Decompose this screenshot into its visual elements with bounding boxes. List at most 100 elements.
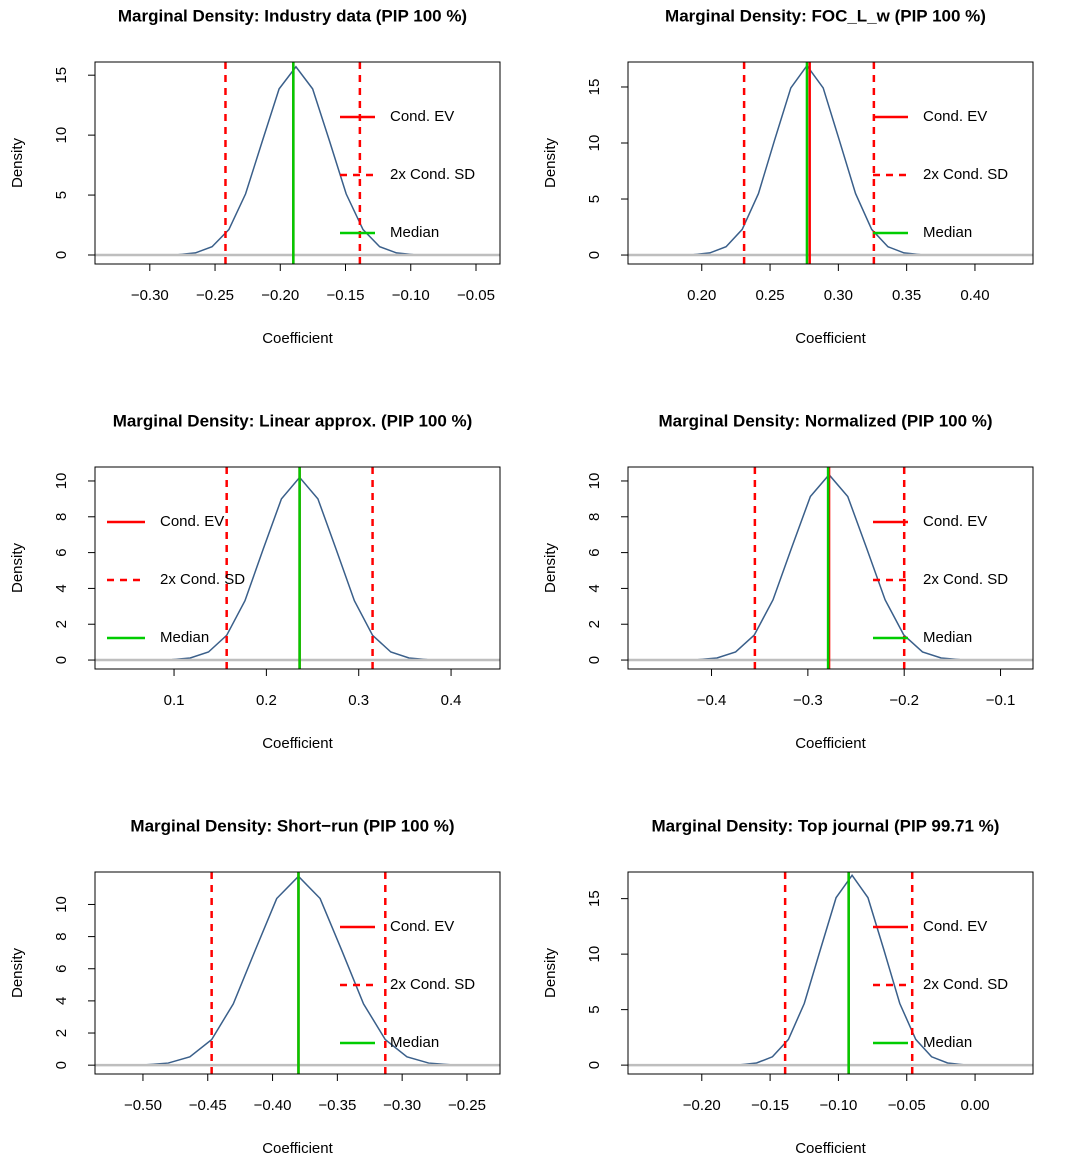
y-tick-label: 2 (586, 620, 603, 628)
x-tick-label: −0.10 (819, 1097, 857, 1114)
panel: Marginal Density: Industry data (PIP 100… (9, 6, 501, 347)
x-tick-label: −0.25 (196, 287, 234, 304)
y-tick-label: 8 (586, 513, 603, 521)
x-tick-label: −0.25 (448, 1097, 486, 1114)
y-tick-label: 6 (586, 548, 603, 556)
y-axis-label: Density (542, 137, 559, 188)
y-tick-label: 8 (53, 932, 70, 940)
x-tick-label: −0.1 (986, 692, 1016, 709)
y-tick-label: 8 (53, 513, 70, 521)
y-tick-label: 6 (53, 965, 70, 973)
x-axis-label: Coefficient (795, 735, 866, 752)
x-axis-label: Coefficient (262, 1140, 333, 1157)
y-tick-label: 10 (586, 473, 603, 490)
x-tick-label: −0.05 (888, 1097, 926, 1114)
plot-frame (94, 871, 501, 1075)
x-tick-label: −0.20 (261, 287, 299, 304)
x-tick-label: −0.4 (697, 692, 727, 709)
y-axis-label: Density (542, 947, 559, 998)
legend-label: Cond. EV (923, 513, 987, 530)
y-axis-label: Density (9, 542, 26, 593)
plot-frame (94, 61, 501, 265)
plot-area (628, 467, 1033, 669)
legend-label: 2x Cond. SD (160, 571, 245, 588)
panel: Marginal Density: Linear approx. (PIP 10… (9, 411, 501, 752)
y-tick-label: 5 (53, 191, 70, 199)
panel: Marginal Density: Top journal (PIP 99.71… (542, 816, 1034, 1157)
plot-area (95, 62, 500, 264)
x-axis-label: Coefficient (262, 735, 333, 752)
chart-title: Marginal Density: FOC_L_w (PIP 100 %) (665, 6, 986, 25)
x-tick-label: −0.30 (383, 1097, 421, 1114)
y-tick-label: 6 (53, 548, 70, 556)
legend-label: Median (923, 629, 972, 646)
x-axis-label: Coefficient (262, 330, 333, 347)
plot-area (95, 872, 500, 1074)
y-tick-label: 15 (53, 67, 70, 84)
y-tick-label: 10 (53, 473, 70, 490)
legend-label: Cond. EV (160, 513, 224, 530)
legend-label: Cond. EV (923, 108, 987, 125)
y-tick-label: 5 (586, 1005, 603, 1013)
y-tick-label: 0 (586, 656, 603, 664)
x-tick-label: −0.15 (751, 1097, 789, 1114)
legend-label: Median (390, 224, 439, 241)
x-axis-label: Coefficient (795, 330, 866, 347)
plot-frame (94, 466, 501, 670)
x-tick-label: −0.30 (131, 287, 169, 304)
x-tick-label: −0.45 (189, 1097, 227, 1114)
chart-title: Marginal Density: Industry data (PIP 100… (118, 6, 467, 25)
y-tick-label: 10 (586, 946, 603, 963)
y-tick-label: 5 (586, 195, 603, 203)
y-tick-label: 10 (53, 896, 70, 913)
panel: Marginal Density: Normalized (PIP 100 %)… (542, 411, 1034, 752)
plot-frame (627, 61, 1034, 265)
y-tick-label: 4 (53, 584, 70, 592)
x-tick-label: 0.20 (687, 287, 716, 304)
legend-label: Median (390, 1034, 439, 1051)
x-tick-label: 0.00 (960, 1097, 989, 1114)
y-tick-label: 4 (586, 584, 603, 592)
x-tick-label: −0.35 (318, 1097, 356, 1114)
legend-label: 2x Cond. SD (923, 976, 1008, 993)
y-tick-label: 2 (53, 1029, 70, 1037)
legend-label: 2x Cond. SD (390, 976, 475, 993)
x-tick-label: 0.2 (256, 692, 277, 709)
density-curve (161, 65, 431, 256)
y-tick-label: 0 (586, 251, 603, 259)
density-curve (724, 874, 980, 1066)
x-tick-label: −0.15 (327, 287, 365, 304)
x-tick-label: 0.30 (824, 287, 853, 304)
y-tick-label: 15 (586, 79, 603, 96)
plot-frame (627, 466, 1034, 670)
legend-label: Median (923, 1034, 972, 1051)
y-tick-label: 10 (53, 127, 70, 144)
chart-title: Marginal Density: Linear approx. (PIP 10… (113, 411, 473, 430)
legend-label: 2x Cond. SD (923, 166, 1008, 183)
panel: Marginal Density: FOC_L_w (PIP 100 %) Coe… (542, 6, 1034, 347)
x-tick-label: 0.25 (755, 287, 784, 304)
legend-label: 2x Cond. SD (390, 166, 475, 183)
y-axis-label: Density (9, 947, 26, 998)
y-axis-label: Density (9, 137, 26, 188)
plot-area (95, 467, 500, 669)
x-tick-label: −0.2 (889, 692, 919, 709)
plot-area (628, 62, 1033, 264)
x-tick-label: 0.40 (960, 287, 989, 304)
x-tick-label: 0.4 (441, 692, 462, 709)
plot-area (628, 872, 1033, 1074)
chart-title: Marginal Density: Normalized (PIP 100 %) (658, 411, 992, 430)
x-tick-label: 0.1 (164, 692, 185, 709)
x-tick-label: 0.3 (348, 692, 369, 709)
y-tick-label: 0 (53, 251, 70, 259)
x-tick-label: −0.3 (793, 692, 823, 709)
y-tick-label: 10 (586, 135, 603, 152)
legend-label: 2x Cond. SD (923, 571, 1008, 588)
y-tick-label: 4 (53, 997, 70, 1005)
y-tick-label: 0 (53, 1061, 70, 1069)
legend-label: Median (923, 224, 972, 241)
legend-label: Cond. EV (923, 918, 987, 935)
y-axis-label: Density (542, 542, 559, 593)
